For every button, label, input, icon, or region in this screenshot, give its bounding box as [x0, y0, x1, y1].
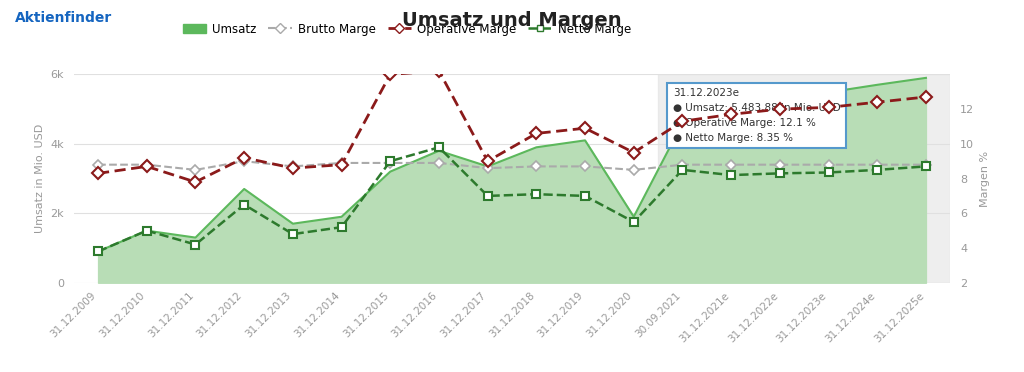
Bar — [658, 74, 950, 283]
Y-axis label: Margen %: Margen % — [980, 151, 989, 206]
Y-axis label: Umsatz in Mio. USD: Umsatz in Mio. USD — [35, 124, 45, 233]
Text: Umsatz und Margen: Umsatz und Margen — [402, 11, 622, 30]
Text: Aktienfinder: Aktienfinder — [15, 11, 113, 25]
Legend: Umsatz, Brutto Marge, Operative Marge, Netto Marge: Umsatz, Brutto Marge, Operative Marge, N… — [178, 18, 636, 40]
Text: 31.12.2023e
● Umsatz: 5.483,88 in Mio. USD
● Operative Marge: 12.1 %
● Netto Mar: 31.12.2023e ● Umsatz: 5.483,88 in Mio. U… — [673, 88, 841, 143]
